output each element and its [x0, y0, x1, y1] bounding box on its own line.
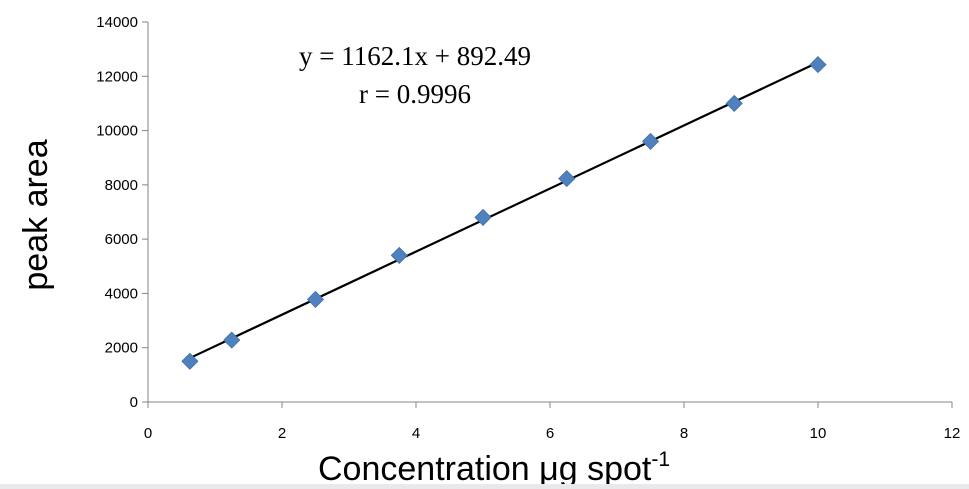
y-tick-label: 8000 [105, 177, 138, 194]
bottom-band [0, 484, 969, 489]
y-tick-label: 12000 [96, 68, 138, 85]
x-axis-ticks: 0 2 4 6 8 10 12 [144, 402, 961, 442]
x-axis-label-superscript: -1 [651, 448, 670, 471]
y-tick-label: 6000 [105, 231, 138, 248]
y-tick-label: 10000 [96, 123, 138, 140]
y-tick-label: 2000 [105, 340, 138, 357]
data-point [474, 208, 492, 226]
axes [147, 22, 952, 403]
x-axis-label-main: Concentration μg spot [318, 450, 652, 488]
data-point [558, 170, 576, 188]
x-tick-label: 6 [546, 425, 554, 442]
data-point [181, 352, 199, 370]
x-tick-label: 2 [278, 425, 286, 442]
y-tick-label: 0 [130, 394, 138, 411]
data-point [390, 246, 408, 264]
y-tick-label: 14000 [96, 14, 138, 31]
x-tick-label: 8 [680, 425, 688, 442]
x-tick-label: 4 [412, 425, 420, 442]
data-point [306, 290, 325, 308]
trendline [189, 61, 819, 360]
x-tick-label: 12 [944, 425, 961, 442]
equation-annotation: y = 1162.1x + 892.49 [299, 41, 531, 71]
y-tick-label: 4000 [105, 285, 138, 302]
y-axis-label: peak area [17, 139, 55, 290]
data-point [641, 132, 660, 150]
x-tick-label: 0 [144, 425, 152, 442]
data-point [223, 331, 241, 349]
data-points [181, 56, 827, 370]
data-point [725, 94, 743, 112]
x-axis-label: Concentration μg spot-1 [318, 448, 670, 488]
x-tick-label: 10 [810, 425, 827, 442]
y-axis-ticks: 0 2000 4000 6000 8000 10000 12000 14000 [96, 14, 148, 411]
data-point [809, 56, 827, 74]
r-value-annotation: r = 0.9996 [359, 79, 471, 109]
